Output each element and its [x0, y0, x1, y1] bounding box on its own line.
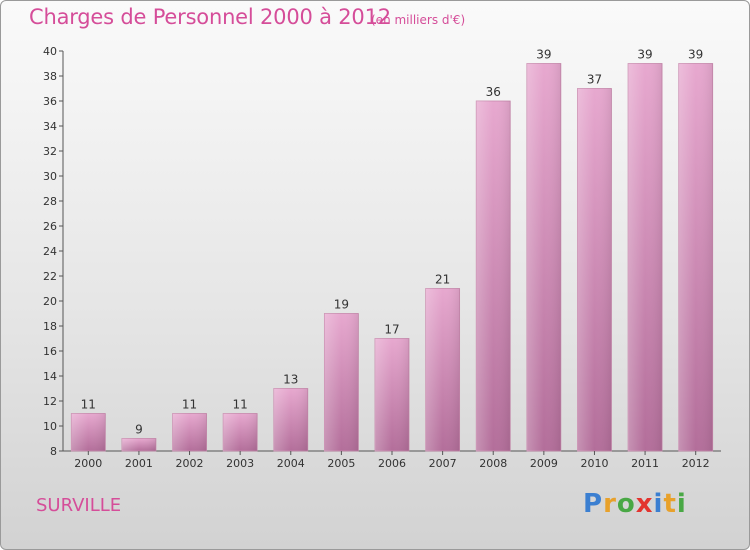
x-tick-label: 2011 [631, 457, 659, 470]
bar-highlight [121, 438, 156, 451]
logo-letter: o [616, 489, 636, 519]
bar-highlight [577, 88, 612, 451]
data-label: 39 [536, 48, 551, 62]
chart-title: Charges de Personnel 2000 à 2012 [29, 5, 391, 29]
data-label: 17 [384, 323, 399, 337]
data-label: 39 [637, 48, 652, 62]
bar-highlight [526, 63, 561, 451]
logo-letter: t [663, 489, 677, 519]
plot-area: 8 10 12 14 16 18 20 22 24 26 28 30 32 34 36 38 40 2000 11 2… [43, 45, 721, 470]
y-tick-label: 26 [43, 220, 57, 233]
x-tick-label: 2001 [125, 457, 153, 470]
logo-letter: r [603, 489, 617, 519]
logo-letter: x [635, 489, 654, 519]
x-tick-label: 2004 [277, 457, 305, 470]
bar-highlight [172, 413, 207, 451]
data-label: 21 [435, 273, 450, 287]
x-tick-label: 2000 [74, 457, 102, 470]
data-label: 13 [283, 373, 298, 387]
data-label: 11 [182, 398, 197, 412]
y-tick-label: 12 [43, 395, 57, 408]
x-tick-label: 2008 [479, 457, 507, 470]
data-label: 9 [135, 423, 143, 437]
x-tick-label: 2012 [682, 457, 710, 470]
y-tick-label: 38 [43, 70, 57, 83]
bar-highlight [71, 413, 106, 451]
place-name: SURVILLE [36, 495, 122, 516]
x-tick-label: 2009 [530, 457, 558, 470]
data-label: 36 [486, 85, 501, 99]
y-tick-label: 28 [43, 195, 57, 208]
x-tick-label: 2006 [378, 457, 406, 470]
proxiti-logo: Proxiti [583, 489, 687, 519]
chart-subtitle: (en milliers d'€) [371, 13, 466, 27]
y-tick-label: 20 [43, 295, 57, 308]
bar-highlight [324, 313, 359, 451]
bar-highlight [628, 63, 663, 451]
x-tick-label: 2003 [226, 457, 254, 470]
x-tick-label: 2007 [429, 457, 457, 470]
bar-highlight [678, 63, 713, 451]
x-tick-label: 2005 [327, 457, 355, 470]
data-label: 37 [587, 73, 602, 87]
y-tick-label: 14 [43, 370, 57, 383]
y-tick-label: 8 [50, 445, 57, 458]
data-label: 19 [334, 298, 349, 312]
x-tick-label: 2002 [176, 457, 204, 470]
bar-highlight [425, 288, 460, 451]
y-tick-label: 34 [43, 120, 57, 133]
y-tick-label: 30 [43, 170, 57, 183]
y-tick-label: 32 [43, 145, 57, 158]
bar-highlight [375, 338, 409, 451]
y-tick-label: 16 [43, 345, 57, 358]
bar-highlight [273, 388, 308, 451]
bar-highlight [476, 101, 511, 451]
y-tick-label: 40 [43, 45, 57, 58]
logo-letter: i [653, 489, 664, 519]
y-tick-label: 10 [43, 420, 57, 433]
logo-letter: P [583, 489, 604, 519]
y-tick-label: 18 [43, 320, 57, 333]
data-label: 11 [233, 398, 248, 412]
x-tick-label: 2010 [580, 457, 608, 470]
logo-letter: i [676, 489, 687, 519]
y-tick-label: 22 [43, 270, 57, 283]
y-tick-label: 36 [43, 95, 57, 108]
data-label: 39 [688, 48, 703, 62]
y-tick-label: 24 [43, 245, 57, 258]
bar-highlight [223, 413, 258, 451]
data-label: 11 [81, 398, 96, 412]
